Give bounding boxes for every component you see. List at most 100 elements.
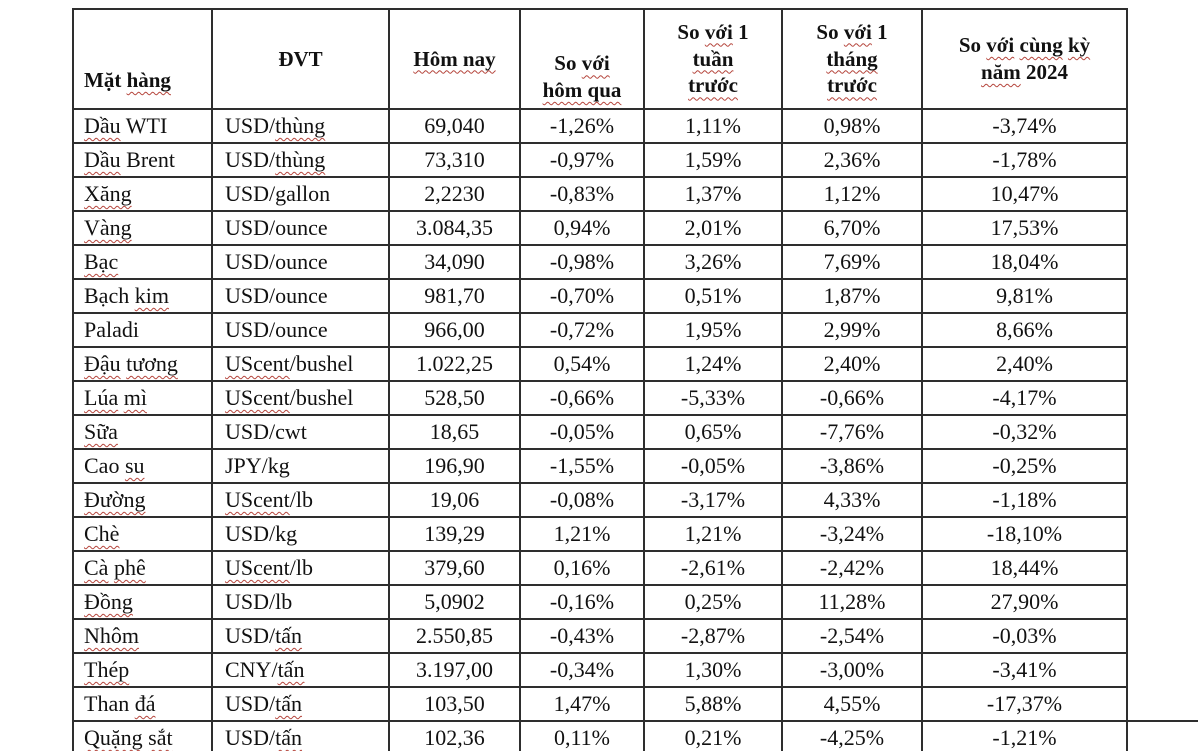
commodity-name-cell: Đồng [72,584,213,620]
table-row: Bạc USD/ounce 34,090 -0,98% 3,26% 7,69% 18,04% [72,244,1128,280]
value-cell-hom-nay: 18,65 [388,414,521,450]
unit-text: USD/gallon [225,181,331,206]
value-cell-so-voi-cung-ky-nam-2024: -0,32% [921,414,1128,450]
value-cell-so-voi-1-tuan-truoc: 1,24% [643,346,783,382]
value-cell-hom-nay: 966,00 [388,312,521,348]
unit-cell: JPY/kg [211,448,390,484]
unit-cell: USD/ounce [211,278,390,314]
misspelling-squiggle-text: Vàng [84,215,132,240]
table-row: Nhôm USD/tấn 2.550,85 -0,43% -2,87% -2,54% -0,… [72,618,1128,654]
misspelling-squiggle-text: với [843,19,872,44]
unit-text: USD/lb [225,589,293,614]
commodity-name-cell: Lúa mì [72,380,213,416]
misspelling-squiggle-text: tương [126,351,178,376]
misspelling-squiggle-text: cùng [1019,33,1063,58]
value-cell-so-voi-1-thang-truoc: 7,69% [781,244,923,280]
commodity-name-text: Cao [84,453,125,478]
value-cell-so-voi-cung-ky-nam-2024: -1,78% [921,142,1128,178]
unit-text: USD/cwt [225,419,307,444]
unit-cell: UScent/bushel [211,380,390,416]
value-cell-hom-nay: 3.084,35 [388,210,521,246]
unit-text: CNY/ [225,657,278,682]
unit-text: USD/ [225,725,276,750]
table-row: Than đá USD/tấn 103,50 1,47% 5,88% 4,55% -17,3… [72,686,1128,722]
value-cell-hom-nay: 139,29 [388,516,521,552]
value-cell-hom-nay: 1.022,25 [388,346,521,382]
table-body: Dầu WTI USD/thùng 69,040 -1,26% 1,11% 0,98% -3… [72,108,1128,751]
column-header-hom-nay: Hôm nay [388,8,521,110]
misspelling-squiggle-text: tuần [692,46,734,71]
commodity-name-cell: Dầu WTI [72,108,213,144]
value-cell-so-voi-1-thang-truoc: -2,42% [781,550,923,586]
value-cell-so-voi-cung-ky-nam-2024: 10,47% [921,176,1128,212]
misspelling-squiggle-text: Dầu [84,147,121,172]
value-cell-hom-nay: 73,310 [388,142,521,178]
unit-cell: UScent/bushel [211,346,390,382]
table-row: Quặng sắt USD/tấn 102,36 0,11% 0,21% -4,25% -1… [72,720,1128,751]
unit-cell: USD/tấn [211,720,390,751]
header-line: So với 1 [784,19,920,46]
value-cell-so-voi-1-thang-truoc: 4,33% [781,482,923,518]
unit-cell: USD/tấn [211,686,390,722]
unit-cell: USD/ounce [211,244,390,280]
commodity-name-cell: Cà phê [72,550,213,586]
value-cell-so-voi-hom-qua: 0,94% [519,210,645,246]
value-cell-so-voi-1-tuan-truoc: 5,88% [643,686,783,722]
column-header-so-voi-cung-ky-nam-2024: So với cùng kỳ năm 2024 [921,8,1128,110]
value-cell-so-voi-1-tuan-truoc: 1,37% [643,176,783,212]
value-cell-so-voi-1-thang-truoc: 2,99% [781,312,923,348]
value-cell-hom-nay: 103,50 [388,686,521,722]
value-cell-so-voi-1-tuan-truoc: 1,30% [643,652,783,688]
value-cell-so-voi-cung-ky-nam-2024: 9,81% [921,278,1128,314]
value-cell-so-voi-hom-qua: -0,34% [519,652,645,688]
value-cell-so-voi-hom-qua: -0,08% [519,482,645,518]
table-row: Sữa USD/cwt 18,65 -0,05% 0,65% -7,76% -0,32% [72,414,1128,450]
table-row: Dầu WTI USD/thùng 69,040 -1,26% 1,11% 0,98% -3… [72,108,1128,144]
header-line: tháng [784,46,920,73]
unit-cell: USD/gallon [211,176,390,212]
last-row-border-extension [1128,720,1198,722]
misspelling-squiggle-text: Chè [84,521,120,546]
value-cell-hom-nay: 102,36 [388,720,521,751]
misspelling-squiggle-text: với [704,19,733,44]
table-row: Dầu Brent USD/thùng 73,310 -0,97% 1,59% 2,36%… [72,142,1128,178]
value-cell-so-voi-cung-ky-nam-2024: -18,10% [921,516,1128,552]
unit-text: USD/ [225,691,276,716]
unit-text: USD/ [225,113,276,138]
table-row: Đậu tương UScent/bushel 1.022,25 0,54% 1,24%… [72,346,1128,382]
value-cell-hom-nay: 69,040 [388,108,521,144]
value-cell-so-voi-1-tuan-truoc: -0,05% [643,448,783,484]
misspelling-squiggle-text: năm [981,60,1021,84]
commodity-name-cell: Quặng sắt [72,720,213,751]
value-cell-so-voi-cung-ky-nam-2024: 18,04% [921,244,1128,280]
value-cell-so-voi-1-tuan-truoc: 0,65% [643,414,783,450]
misspelling-squiggle-text: kỳ [1067,33,1091,58]
commodity-name-cell: Cao su [72,448,213,484]
misspelling-squiggle-text: kim [134,283,169,308]
unit-cell: USD/tấn [211,618,390,654]
header-text: So [677,19,705,44]
commodity-name-cell: Nhôm [72,618,213,654]
header-text: So [554,51,582,76]
value-cell-so-voi-1-tuan-truoc: 1,59% [643,142,783,178]
value-cell-so-voi-1-thang-truoc: 0,98% [781,108,923,144]
unit-text: /bushel [289,351,354,376]
value-cell-so-voi-cung-ky-nam-2024: 8,66% [921,312,1128,348]
column-header-mat-hang: Mặt hàng [72,8,213,110]
value-cell-so-voi-hom-qua: -0,43% [519,618,645,654]
value-cell-so-voi-1-tuan-truoc: 1,21% [643,516,783,552]
table-row: Chè USD/kg 139,29 1,21% 1,21% -3,24% -18,10% [72,516,1128,552]
commodity-name-cell: Đậu tương [72,346,213,382]
header-line: tuần [646,46,780,73]
column-header-so-voi-1-thang-truoc: So với 1 tháng trước [781,8,923,110]
unit-cell: USD/thùng [211,108,390,144]
header-line: Hôm nay [391,46,518,73]
table-row: Vàng USD/ounce 3.084,35 0,94% 2,01% 6,70% 17,5… [72,210,1128,246]
column-header-so-voi-1-tuan-truoc: So với 1 tuần trước [643,8,783,110]
misspelling-squiggle-text: Bạc [84,249,119,274]
value-cell-so-voi-hom-qua: -0,97% [519,142,645,178]
header-line: So với cùng kỳ [924,32,1125,59]
